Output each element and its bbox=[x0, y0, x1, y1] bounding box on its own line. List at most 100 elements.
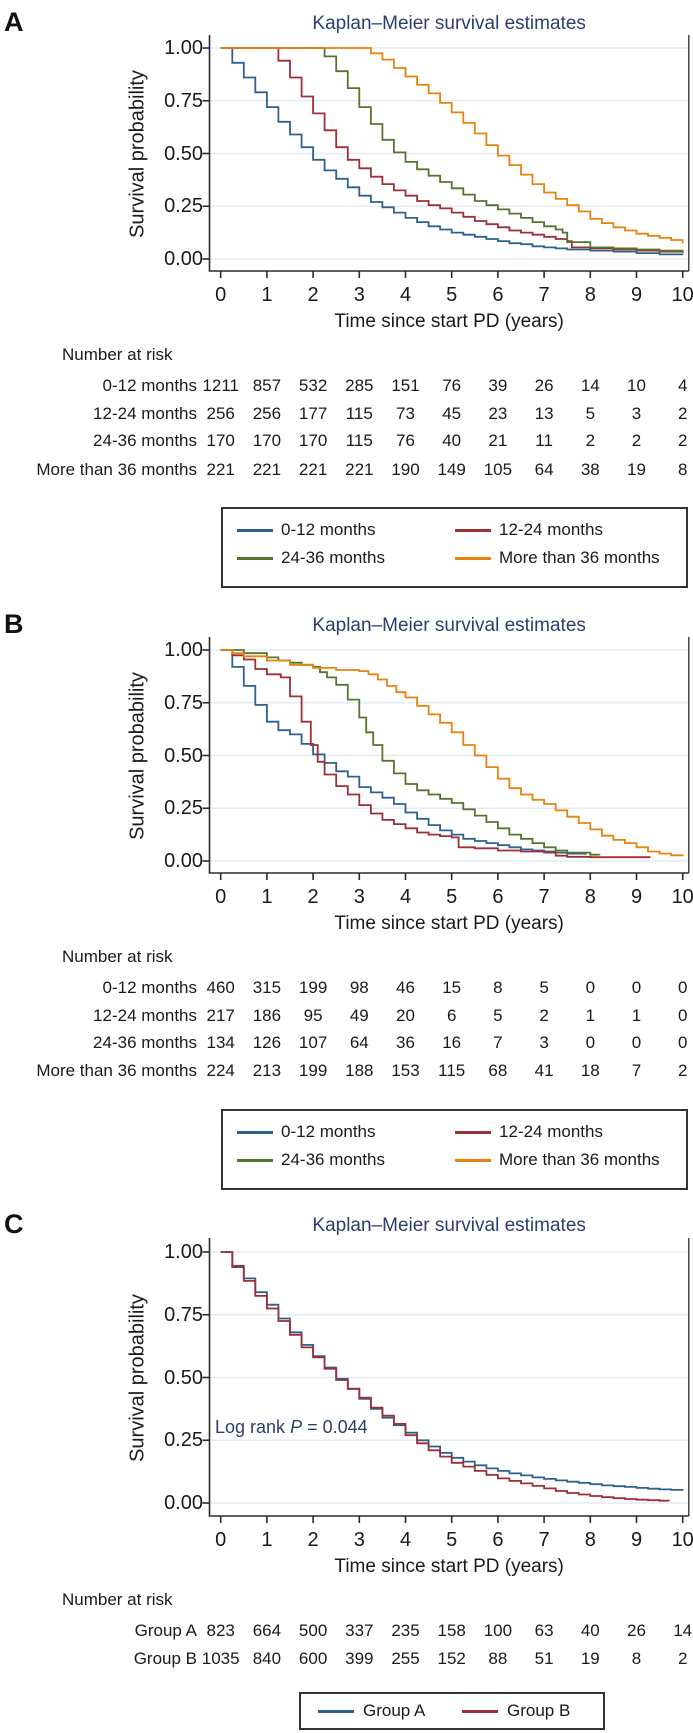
risk-row-value: 170 bbox=[252, 431, 282, 450]
legend-key-line bbox=[237, 1159, 273, 1162]
risk-row-value: 8 bbox=[493, 978, 503, 997]
risk-row-value: 49 bbox=[349, 1006, 369, 1025]
x-tick-label: 1 bbox=[261, 1529, 273, 1551]
x-tick-label: 3 bbox=[353, 1529, 365, 1551]
risk-row-value: 532 bbox=[298, 376, 328, 395]
x-tick-label: 8 bbox=[584, 284, 596, 306]
risk-row-value: 149 bbox=[437, 460, 466, 479]
risk-row-value: 16 bbox=[442, 1033, 462, 1052]
x-tick-label: 9 bbox=[630, 284, 643, 306]
risk-row-value: 19 bbox=[580, 1649, 600, 1668]
risk-row-value: 39 bbox=[488, 376, 508, 395]
risk-row-label: Group B bbox=[133, 1649, 197, 1668]
legend-box-c bbox=[299, 1692, 605, 1730]
risk-row-value: 5 bbox=[493, 1006, 503, 1025]
risk-row-label: 24-36 months bbox=[93, 1033, 197, 1052]
risk-row-label: 0-12 months bbox=[102, 376, 198, 395]
risk-row-value: 664 bbox=[252, 1621, 282, 1640]
risk-row-value: 14 bbox=[673, 1621, 693, 1640]
risk-row-value: 823 bbox=[206, 1621, 235, 1640]
risk-row-value: 21 bbox=[488, 431, 508, 450]
risk-row-label: 12-24 months bbox=[93, 404, 197, 423]
risk-row-value: 255 bbox=[391, 1649, 420, 1668]
risk-row-value: 8 bbox=[631, 1649, 642, 1668]
km-curve-12-24-months bbox=[220, 649, 651, 859]
risk-row-value: 857 bbox=[252, 376, 282, 395]
y-tick-label: 0.50 bbox=[164, 1366, 203, 1389]
risk-row-value: 199 bbox=[298, 978, 328, 997]
risk-row-value: 100 bbox=[483, 1621, 513, 1640]
legend-key-label: More than 36 months bbox=[499, 548, 660, 567]
risk-row-value: 64 bbox=[534, 460, 554, 479]
y-tick-label: 0.50 bbox=[164, 142, 203, 165]
x-tick-label: 7 bbox=[538, 886, 550, 908]
risk-row-value: 1211 bbox=[202, 376, 239, 395]
y-tick-label: 1.00 bbox=[164, 37, 203, 59]
risk-row-label: 24-36 months bbox=[93, 431, 197, 450]
risk-row-value: 13 bbox=[534, 404, 554, 423]
legend-key-label: More than 36 months bbox=[499, 1150, 660, 1169]
risk-row-value: 153 bbox=[391, 1061, 420, 1080]
x-tick-label: 5 bbox=[446, 284, 458, 306]
km-curve-24-36-months bbox=[220, 47, 684, 252]
x-tick-label: 7 bbox=[538, 284, 550, 306]
legend-key-label: Group B bbox=[507, 1701, 571, 1720]
risk-row-value: 1 bbox=[631, 1006, 642, 1025]
x-tick-label: 3 bbox=[353, 284, 365, 306]
risk-row-value: 115 bbox=[345, 404, 373, 423]
risk-row-value: 158 bbox=[437, 1621, 466, 1640]
x-tick-label: 3 bbox=[353, 886, 365, 908]
risk-row-value: 256 bbox=[206, 404, 235, 423]
x-tick-label: 7 bbox=[538, 1529, 550, 1551]
x-tick-label: 4 bbox=[399, 886, 412, 908]
legend-key-line bbox=[237, 529, 273, 532]
risk-row-value: 20 bbox=[396, 1006, 415, 1025]
risk-row-value: 188 bbox=[345, 1061, 374, 1080]
x-tick-label: 0 bbox=[215, 284, 227, 306]
risk-row-value: 224 bbox=[206, 1061, 235, 1080]
y-tick-label: 0.25 bbox=[164, 797, 203, 820]
risk-row-value: 38 bbox=[580, 460, 600, 479]
x-tick-label: 1 bbox=[261, 284, 273, 306]
risk-row-value: 0 bbox=[585, 1033, 596, 1052]
x-tick-label: 10 bbox=[671, 1529, 693, 1551]
panel-letter-c: C bbox=[4, 1209, 24, 1239]
risk-row-value: 285 bbox=[345, 376, 374, 395]
chart-title-c: Kaplan–Meier survival estimates bbox=[312, 1215, 586, 1236]
risk-row-value: 235 bbox=[391, 1621, 420, 1640]
panel-C-plot bbox=[202, 1238, 690, 1523]
risk-row-value: 5 bbox=[585, 404, 596, 423]
risk-row-value: 221 bbox=[206, 460, 235, 479]
x-tick-label: 2 bbox=[307, 1529, 319, 1551]
legend-key-line bbox=[237, 557, 273, 560]
risk-row-value: 63 bbox=[534, 1621, 554, 1640]
risk-row-value: 36 bbox=[396, 1033, 415, 1052]
risk-row-value: 177 bbox=[298, 404, 328, 423]
risk-row-value: 76 bbox=[396, 431, 415, 450]
risk-row-value: 221 bbox=[252, 460, 282, 479]
risk-row-value: 23 bbox=[488, 404, 508, 423]
risk-row-value: 190 bbox=[391, 460, 420, 479]
risk-row-value: 2 bbox=[677, 431, 688, 450]
panel-letter-a: A bbox=[4, 7, 24, 37]
x-tick-label: 5 bbox=[446, 1529, 458, 1551]
legend-key-label: 0-12 months bbox=[281, 520, 376, 539]
risk-row-value: 68 bbox=[488, 1061, 508, 1080]
risk-row-value: 199 bbox=[298, 1061, 328, 1080]
y-tick-label: 0.75 bbox=[164, 1303, 203, 1326]
risk-row-value: 213 bbox=[252, 1061, 282, 1080]
km-curve-group-b bbox=[220, 1251, 670, 1502]
x-tick-label: 8 bbox=[584, 1529, 596, 1551]
legend-box-b bbox=[221, 1109, 688, 1190]
legend-key-label: 12-24 months bbox=[499, 1122, 603, 1141]
risk-row-value: 88 bbox=[488, 1649, 508, 1668]
risk-row-value: 46 bbox=[396, 978, 415, 997]
risk-row-value: 151 bbox=[391, 376, 420, 395]
risk-row-value: 73 bbox=[396, 404, 415, 423]
risk-row-value: 0 bbox=[677, 1006, 688, 1025]
risk-row-value: 95 bbox=[303, 1006, 323, 1025]
risk-row-value: 5 bbox=[539, 978, 549, 997]
y-tick-label: 1.00 bbox=[164, 1241, 203, 1263]
km-curve-more-than-36-months bbox=[220, 649, 684, 857]
risk-row-value: 256 bbox=[252, 404, 282, 423]
